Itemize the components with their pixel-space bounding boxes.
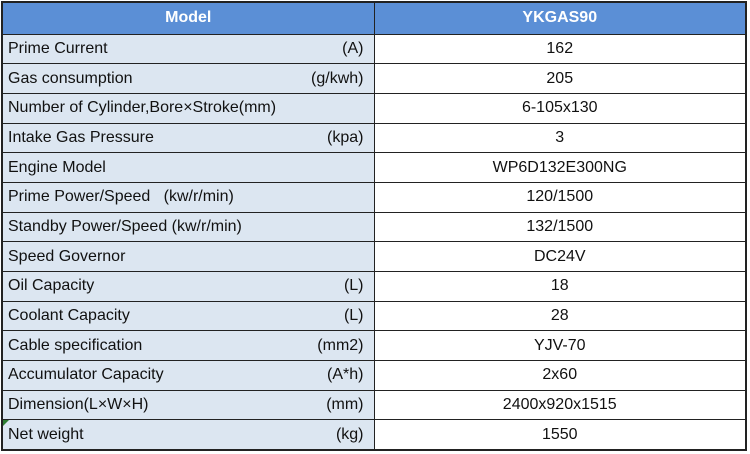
spec-label-cell: Prime Power/Speed (kw/r/min) [2,181,375,213]
spec-label: Gas consumption [8,69,133,87]
spec-row: Accumulator Capacity (A*h) 2x60 [2,359,746,391]
spec-row: Coolant Capacity (L) 28 [2,300,746,332]
cell-marker [3,420,9,427]
spec-value: 2x60 [373,359,746,391]
spec-unit: (g/kwh) [311,69,364,87]
spec-value: 6-105x130 [373,93,746,124]
spec-label: Net weight [8,425,84,443]
spec-unit: (mm) [326,395,364,413]
spec-row: Dimension(L×W×H) (mm) 2400x920x1515 [2,389,746,421]
spec-label-cell: Coolant Capacity (L) [2,300,375,332]
spec-row: Speed Governor DC24V [2,241,746,272]
spec-label-cell: Engine Model [2,152,375,183]
spec-label-cell: Gas consumption (g/kwh) [2,63,375,95]
table-body: Model YKGAS90 Prime Current (A) 162 Gas con… [2,2,746,450]
header-cell: YKGAS90 [373,2,746,35]
spec-label-cell: Accumulator Capacity (A*h) [2,359,375,391]
spec-unit: (kg) [335,425,364,443]
spec-value: 3 [373,122,746,154]
header-row: Model YKGAS90 [2,2,746,35]
spec-unit: (A) [342,40,364,58]
spec-value: WP6D132E300NG [373,152,746,183]
spec-value: 2400x920x1515 [373,389,746,421]
spec-row: Cable specification (mm2) YJV-70 [2,330,746,361]
spec-value: YJV-70 [373,330,746,361]
spec-label-cell: Intake Gas Pressure (kpa) [2,122,375,154]
spec-value: 120/1500 [373,181,746,213]
spec-value: 162 [373,33,746,65]
spec-row: Prime Current (A) 162 [2,33,746,65]
spec-label-cell: Net weight (kg) [2,419,375,450]
spec-label-cell: Speed Governor [2,241,375,272]
spec-unit: (kpa) [327,129,364,146]
spec-row: Number of Cylinder,Bore×Stroke(mm) 6-105x… [2,93,746,124]
spec-label: Accumulator Capacity [8,366,164,384]
spec-label: Prime Power/Speed (kw/r/min) [8,188,234,206]
spec-label: Dimension(L×W×H) [8,395,149,413]
spec-row: Oil Capacity (L) 18 [2,270,746,302]
spec-row: Prime Power/Speed (kw/r/min) 120/1500 [2,181,746,213]
spec-label: Standby Power/Speed (kw/r/min) [8,217,242,235]
spec-value: DC24V [373,241,746,272]
spec-label-cell: Oil Capacity (L) [2,270,375,302]
spec-label-cell: Cable specification (mm2) [2,330,375,361]
spec-label: Intake Gas Pressure [8,129,154,146]
spec-unit: (L) [343,306,364,324]
spec-row: Intake Gas Pressure (kpa) 3 [2,122,746,154]
spec-label: Cable specification [8,336,143,354]
spec-label: Engine Model [8,158,106,176]
spec-label: Number of Cylinder,Bore×Stroke(mm) [8,99,277,117]
spec-label-cell: Standby Power/Speed (kw/r/min) [2,211,375,243]
spec-label-cell: Dimension(L×W×H) (mm) [2,389,375,421]
spec-unit: (L) [343,277,364,295]
spec-label: Coolant Capacity [8,306,130,324]
spec-value: 18 [373,270,746,302]
spec-label-cell: Number of Cylinder,Bore×Stroke(mm) [2,93,375,124]
spec-value: 132/1500 [373,211,746,243]
header-cell: Model [2,2,375,35]
spec-row: Net weight (kg) 1550 [2,419,746,450]
spec-unit: (mm2) [317,336,364,354]
spec-value: 1550 [373,419,746,450]
spec-label: Speed Governor [8,247,126,265]
spec-label: Oil Capacity [8,277,95,295]
spec-row: Gas consumption (g/kwh) 205 [2,63,746,95]
spec-unit: (A*h) [327,366,364,384]
spec-label: Prime Current [8,40,108,58]
spec-row: Standby Power/Speed (kw/r/min) 132/1500 [2,211,746,243]
spec-row: Engine Model WP6D132E300NG [2,152,746,183]
spec-table: Model YKGAS90 Prime Current (A) 162 Gas con… [2,2,746,450]
spec-label-cell: Prime Current (A) [2,33,375,65]
spec-value: 205 [373,63,746,95]
spec-value: 28 [373,300,746,332]
